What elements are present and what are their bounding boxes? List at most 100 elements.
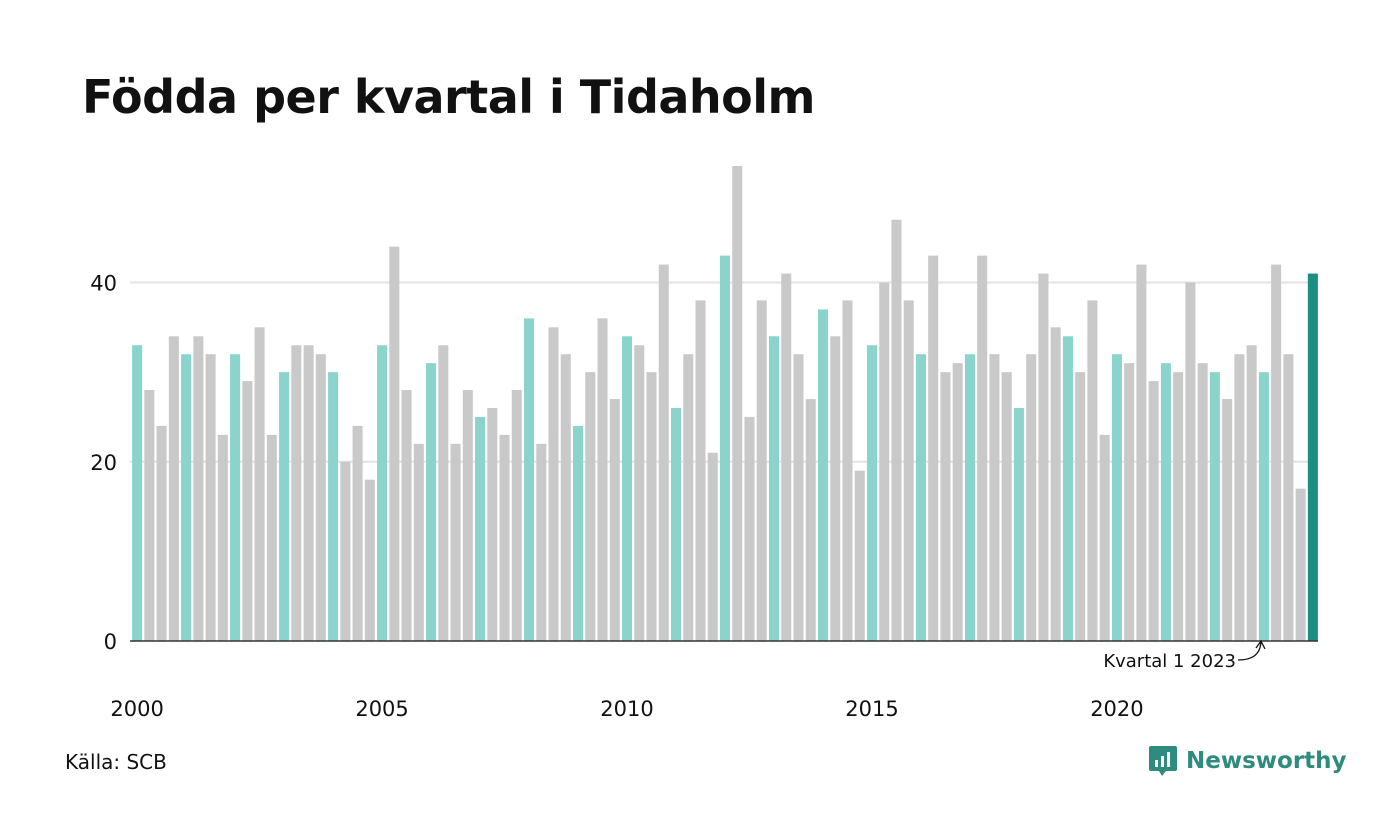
bar: [560, 354, 571, 641]
y-tick-label: 20: [90, 451, 117, 475]
brand-logo[interactable]: Newsworthy: [1148, 744, 1347, 778]
bar: [1246, 345, 1257, 641]
bar: [915, 354, 926, 641]
bar: [585, 372, 596, 641]
bar: [854, 470, 865, 641]
annotation-arrow: [1237, 639, 1266, 661]
bar: [291, 345, 302, 641]
bar: [475, 416, 486, 641]
bar: [1013, 407, 1024, 641]
bar: [377, 345, 388, 641]
bar: [768, 336, 780, 641]
bar: [462, 390, 473, 641]
bar: [866, 345, 877, 641]
bar: [952, 363, 963, 641]
x-tick-label: 2015: [845, 697, 898, 721]
bar: [230, 354, 241, 641]
bar: [426, 363, 437, 641]
bar: [1160, 363, 1171, 641]
bar: [646, 372, 657, 641]
bar: [793, 354, 804, 641]
bar-highlighted: [1307, 273, 1318, 641]
bar: [1136, 264, 1147, 641]
bar: [279, 372, 290, 641]
bar: [1099, 434, 1110, 641]
bar: [1075, 372, 1086, 641]
source-note: Källa: SCB: [65, 750, 167, 774]
x-tick-label: 2020: [1090, 697, 1143, 721]
page-title: Födda per kvartal i Tidaholm: [82, 70, 815, 124]
bar: [1185, 282, 1196, 641]
bar: [144, 390, 155, 641]
bar: [205, 354, 216, 641]
bar: [670, 407, 682, 641]
bar: [634, 345, 645, 641]
bar: [597, 318, 608, 641]
y-tick-label: 0: [104, 630, 117, 654]
bar: [1026, 354, 1037, 641]
bar: [401, 390, 412, 641]
bar: [1001, 372, 1012, 641]
bar: [573, 425, 584, 641]
y-tick-label: 40: [90, 272, 117, 296]
bar: [1173, 372, 1184, 641]
bar: [1295, 488, 1306, 641]
bar: [536, 443, 547, 641]
bar: [830, 336, 841, 641]
x-axis-ticks: 2000 2005 2010 2015 2020: [110, 697, 1143, 721]
bar: [622, 336, 633, 641]
bar: [1283, 354, 1294, 641]
bar: [548, 327, 559, 641]
y-axis-ticks: 0 20 40: [90, 272, 117, 654]
bar: [1124, 363, 1135, 641]
bar: [352, 425, 363, 641]
bar: [1062, 336, 1073, 641]
bar: [156, 425, 167, 641]
bar: [242, 381, 253, 641]
bar: [781, 273, 792, 641]
bar: [707, 452, 718, 641]
bar: [903, 300, 914, 641]
bar: [817, 309, 828, 641]
annotation-label: Kvartal 1 2023: [1103, 651, 1236, 672]
bar: [989, 354, 1000, 641]
bar: [266, 434, 277, 641]
bar: [683, 354, 694, 641]
bar: [891, 219, 902, 641]
bar: [940, 372, 951, 641]
newsworthy-logo-icon: [1149, 746, 1177, 776]
bar: [1148, 381, 1159, 641]
bar: [193, 336, 204, 641]
bar: [1197, 363, 1208, 641]
x-tick-label: 2005: [355, 697, 408, 721]
bar: [977, 255, 988, 641]
annotation: Kvartal 1 2023: [1103, 639, 1266, 672]
bar: [1087, 300, 1098, 641]
bar: [719, 255, 731, 641]
bar: [842, 300, 853, 641]
bar: [609, 399, 620, 641]
bar: [254, 327, 265, 641]
bar: [1038, 273, 1049, 641]
bar: [511, 390, 522, 641]
bar: [217, 434, 228, 641]
bar: [1050, 327, 1061, 641]
bar: [181, 354, 192, 641]
bar: [413, 443, 424, 641]
bar: [695, 300, 706, 641]
bar: [315, 354, 326, 641]
bar: [328, 372, 339, 641]
x-tick-label: 2010: [600, 697, 653, 721]
bar: [364, 479, 375, 641]
bar: [732, 166, 743, 641]
bar: [964, 354, 975, 641]
bar: [1234, 354, 1245, 641]
bar: [928, 255, 939, 641]
bar: [1209, 372, 1220, 641]
bar: [168, 336, 179, 641]
bar: [756, 300, 767, 641]
bar: [389, 246, 400, 641]
bar: [450, 443, 461, 641]
bar: [1258, 372, 1269, 641]
bar-chart: 0 20 40 2000 2005 2010 2015 2020 Kvartal 1 202…: [90, 166, 1318, 721]
